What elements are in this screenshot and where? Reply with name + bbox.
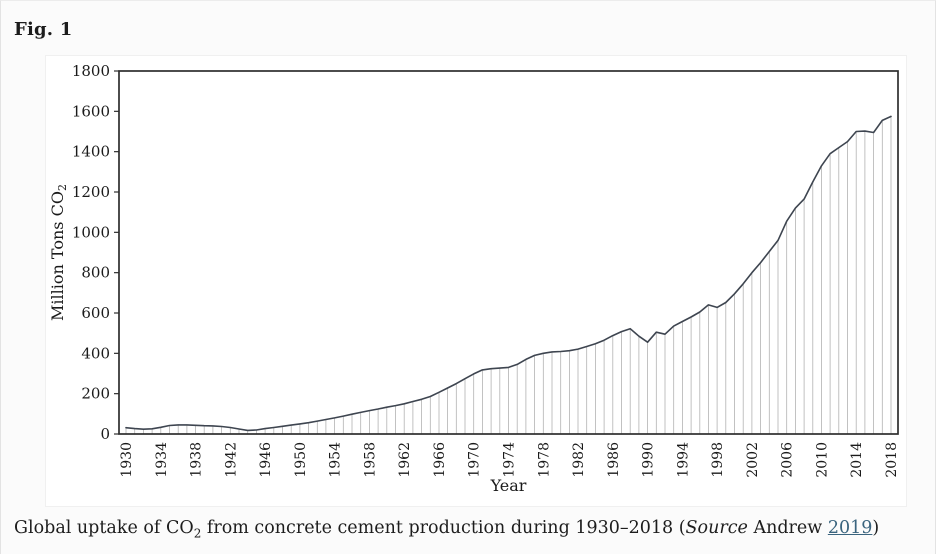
x-tick-label: 1950 xyxy=(293,442,309,478)
x-tick-label: 1962 xyxy=(397,442,413,478)
caption-text-author: Andrew xyxy=(747,518,828,538)
x-tick-label: 1958 xyxy=(362,442,378,478)
x-tick-label: 2014 xyxy=(849,442,865,478)
x-tick-label: 1954 xyxy=(328,442,344,478)
x-tick-label: 1970 xyxy=(467,442,483,478)
x-tick-label: 1930 xyxy=(119,442,135,478)
x-tick-label: 2010 xyxy=(814,442,830,478)
x-tick-label: 1946 xyxy=(258,442,274,478)
y-tick-label: 200 xyxy=(81,385,110,403)
y-tick-label: 1000 xyxy=(72,223,110,241)
caption-text-suffix: ) xyxy=(872,518,880,538)
y-tick-label: 1600 xyxy=(72,102,110,120)
x-tick-label: 1978 xyxy=(536,442,552,478)
y-tick-label: 0 xyxy=(100,425,110,443)
x-tick-label: 1994 xyxy=(675,442,691,478)
caption-text-middle: from concrete cement production during 1… xyxy=(201,518,686,538)
x-tick-label: 1938 xyxy=(189,442,205,478)
caption-co2-subscript: 2 xyxy=(193,526,202,541)
y-tick-label: 1400 xyxy=(72,143,110,161)
x-tick-label: 1986 xyxy=(606,442,622,478)
y-tick-label: 1800 xyxy=(72,62,110,80)
x-tick-label: 1998 xyxy=(710,442,726,478)
y-axis-title: Million Tons CO2 xyxy=(48,184,69,321)
caption-year-link[interactable]: 2019 xyxy=(827,518,873,538)
x-tick-label: 2002 xyxy=(745,442,761,478)
caption-source-word: Source xyxy=(685,518,748,538)
y-tick-label: 400 xyxy=(81,344,110,362)
y-tick-label: 1200 xyxy=(72,183,110,201)
figure-label: Fig. 1 xyxy=(14,19,73,40)
x-tick-label: 1934 xyxy=(154,442,170,478)
x-axis-title: Year xyxy=(490,476,527,495)
x-tick-label: 1974 xyxy=(502,442,518,478)
caption-text-prefix: Global uptake of CO xyxy=(14,518,194,538)
x-tick-label: 1990 xyxy=(641,442,657,478)
plot-frame xyxy=(118,70,899,435)
x-tick-label: 2006 xyxy=(780,442,796,478)
chart-panel xyxy=(45,55,907,507)
data-curve xyxy=(125,115,892,432)
x-tick-label: 1982 xyxy=(571,442,587,478)
x-tick-label: 2018 xyxy=(884,442,900,478)
y-tick-label: 800 xyxy=(81,264,110,282)
y-tick-label: 600 xyxy=(81,304,110,322)
x-tick-label: 1942 xyxy=(223,442,239,478)
figure-caption: Global uptake of CO2 from concrete cemen… xyxy=(14,518,926,541)
x-tick-label: 1966 xyxy=(432,442,448,478)
